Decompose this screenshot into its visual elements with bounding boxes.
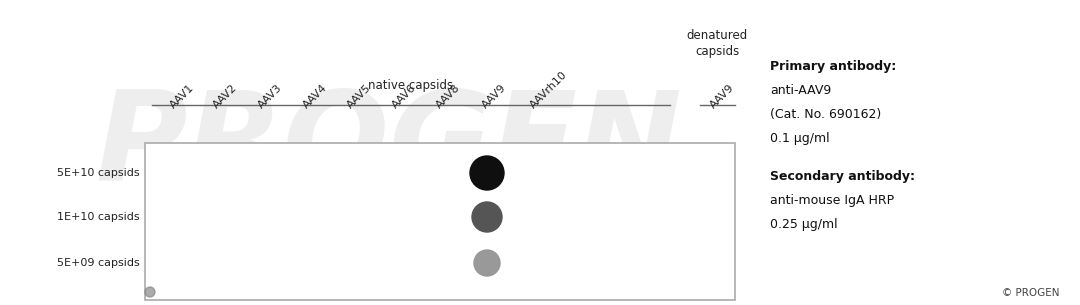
Text: 5E+10 capsids: 5E+10 capsids — [57, 168, 140, 178]
Text: AAV6: AAV6 — [390, 82, 418, 110]
Text: (Cat. No. 690162): (Cat. No. 690162) — [770, 108, 881, 121]
Text: anti-AAV9: anti-AAV9 — [770, 84, 832, 97]
Circle shape — [470, 156, 504, 190]
Circle shape — [145, 287, 156, 297]
Text: 0.1 μg/ml: 0.1 μg/ml — [770, 132, 829, 145]
Text: 5E+09 capsids: 5E+09 capsids — [57, 258, 140, 268]
Circle shape — [474, 250, 500, 276]
Text: 0.25 μg/ml: 0.25 μg/ml — [770, 218, 838, 231]
Text: native capsids: native capsids — [368, 79, 454, 92]
Text: AAV9: AAV9 — [480, 82, 508, 110]
Text: AAV4: AAV4 — [301, 82, 328, 110]
Text: anti-mouse IgA HRP: anti-mouse IgA HRP — [770, 194, 894, 207]
Text: AAVrh10: AAVrh10 — [528, 69, 569, 110]
Text: AAV1: AAV1 — [167, 82, 195, 110]
Text: AAV9: AAV9 — [707, 82, 735, 110]
Text: Primary antibody:: Primary antibody: — [770, 60, 896, 73]
Text: AAV3: AAV3 — [256, 82, 284, 110]
Circle shape — [472, 202, 502, 232]
Text: AAV8: AAV8 — [434, 82, 462, 110]
Text: AAV2: AAV2 — [211, 82, 239, 110]
Text: PROGEN: PROGEN — [95, 86, 683, 207]
Text: AAV5: AAV5 — [345, 82, 373, 110]
Text: © PROGEN: © PROGEN — [1002, 288, 1059, 298]
Bar — [145, 143, 735, 300]
Text: 1E+10 capsids: 1E+10 capsids — [57, 212, 140, 222]
Text: denatured
capsids: denatured capsids — [687, 29, 747, 58]
Text: Secondary antibody:: Secondary antibody: — [770, 170, 915, 183]
